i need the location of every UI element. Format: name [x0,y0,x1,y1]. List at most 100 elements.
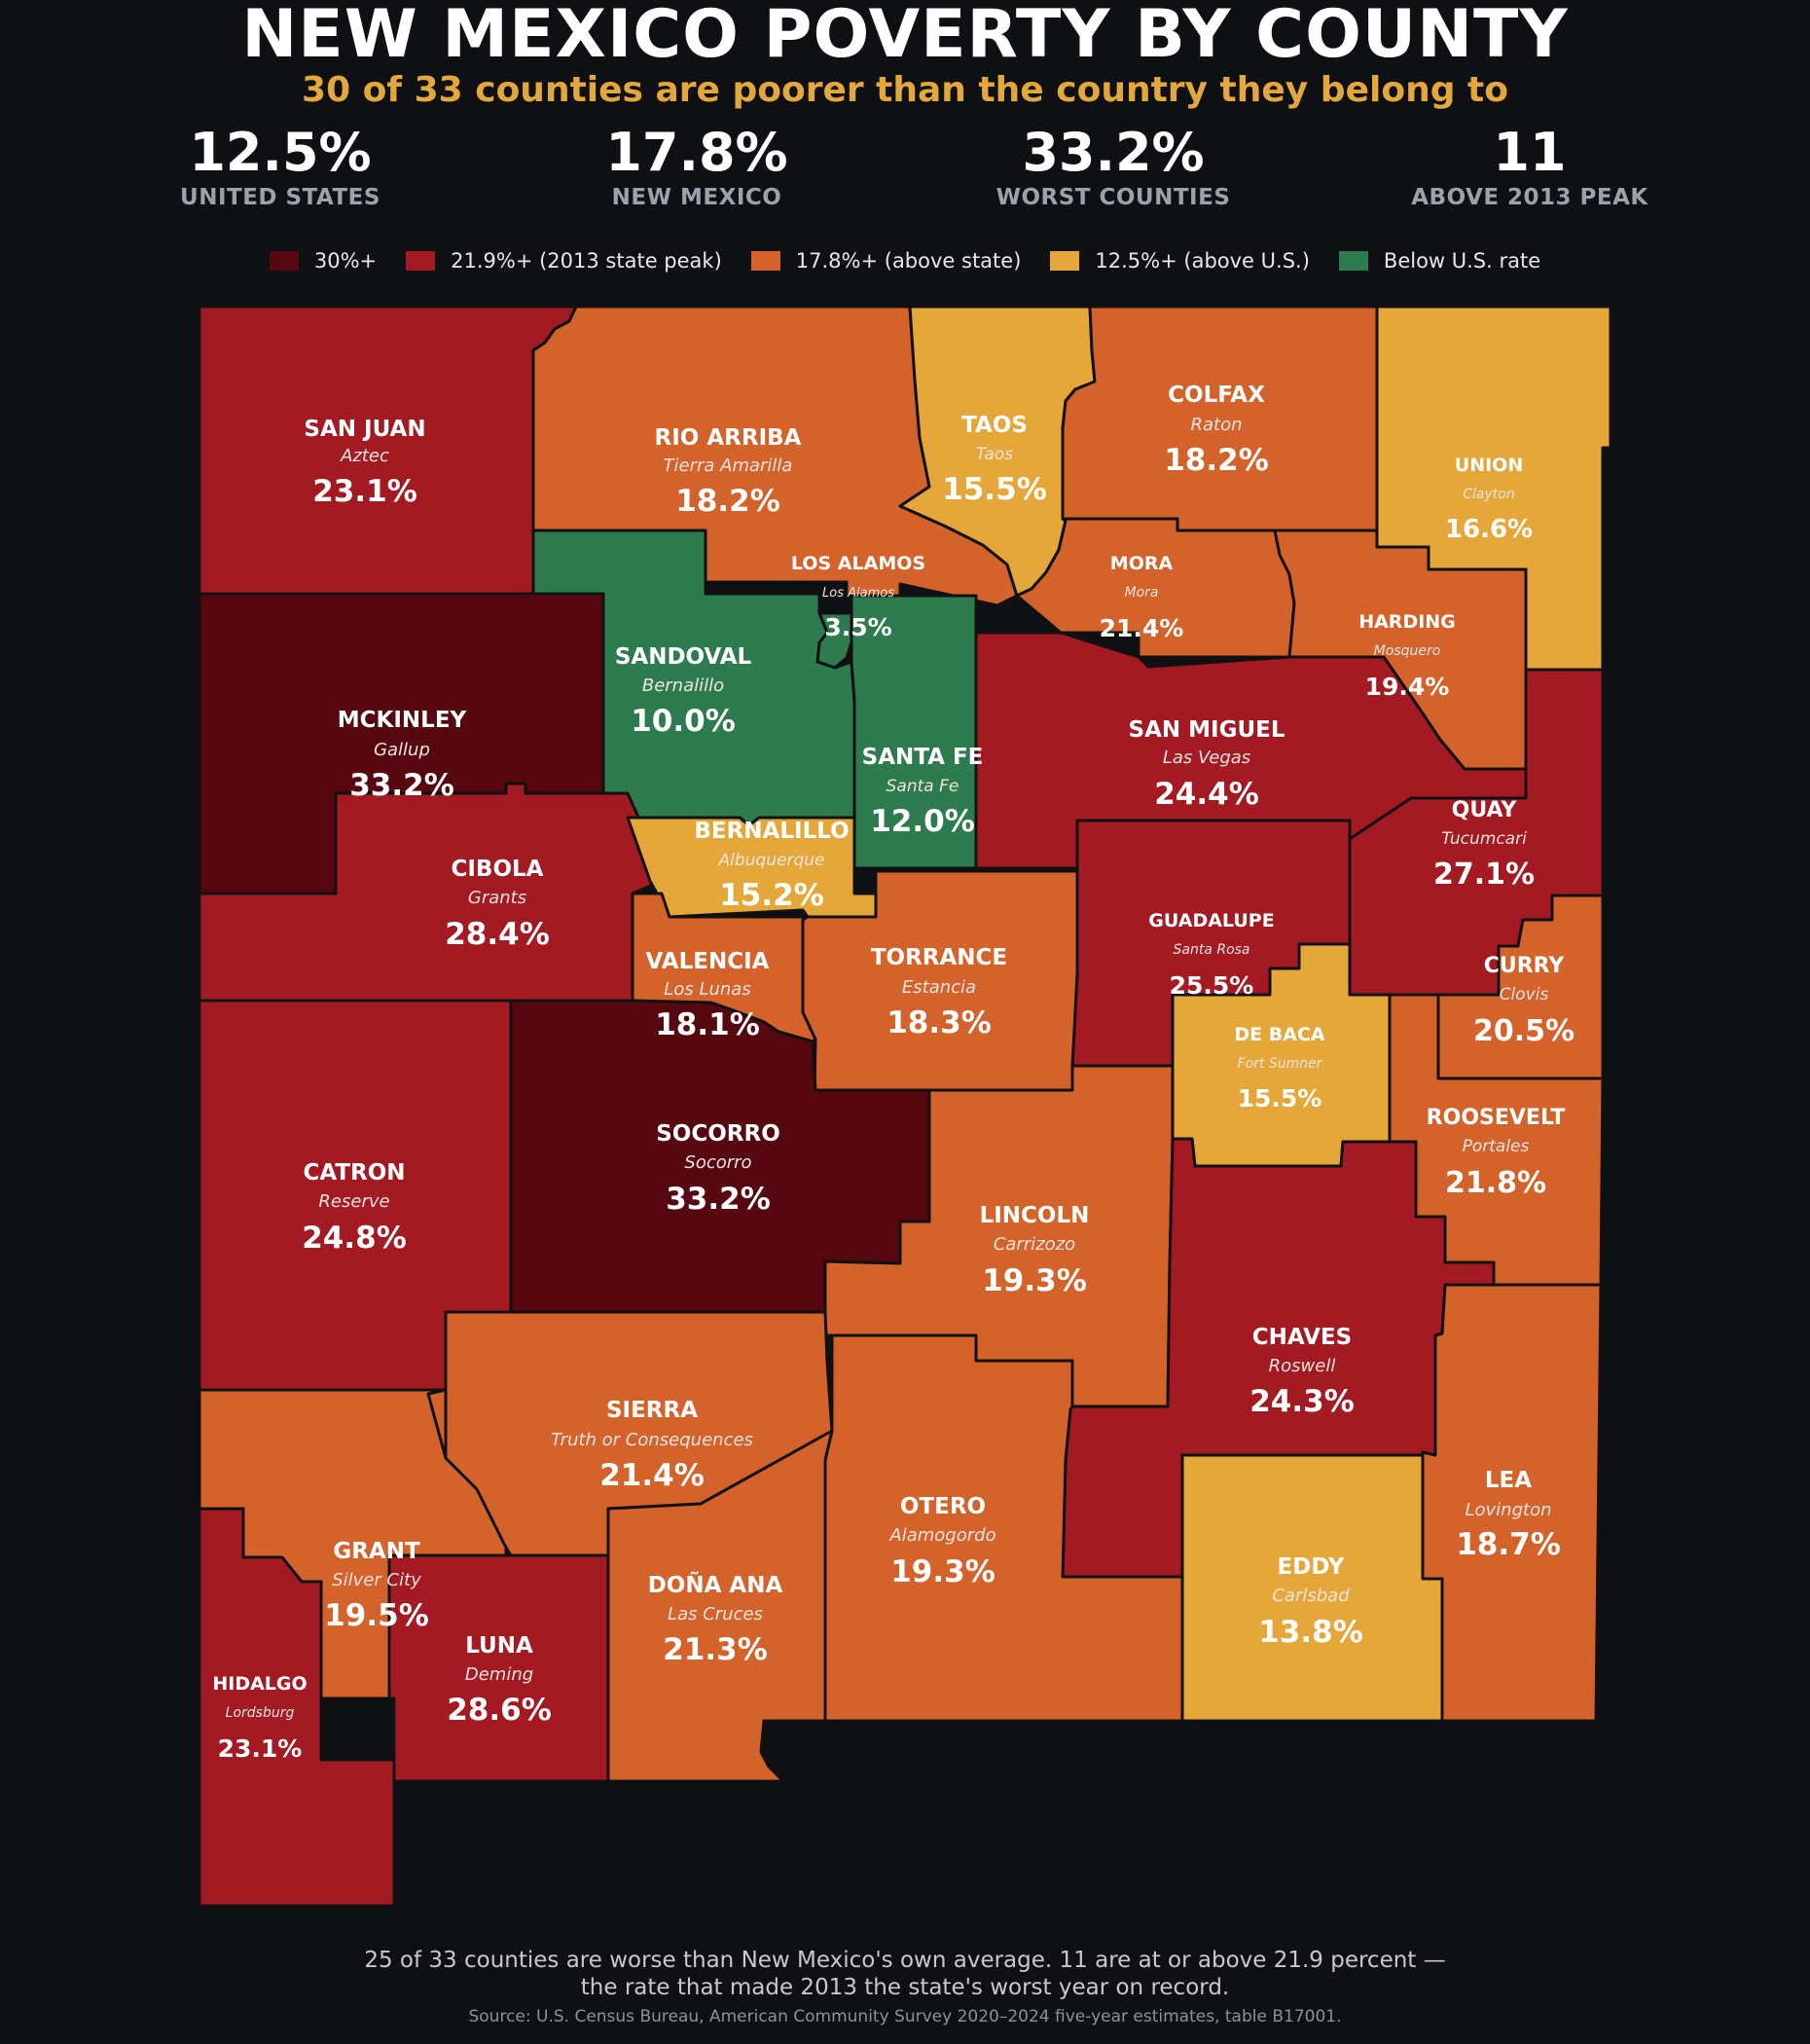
legend-swatch [1338,251,1368,271]
county-seat: Lovington [1465,1500,1551,1520]
legend-label: 21.9%+ (2013 state peak) [451,249,722,273]
county-name: CURRY [1484,954,1566,978]
county-name: VALENCIA [646,949,770,974]
county-value: 21.8% [1445,1166,1546,1200]
county-name: BERNALILLO [694,819,849,844]
county-name: MCKINLEY [338,708,467,733]
county-value: 19.5% [324,1598,429,1633]
stat-label: NEW MEXICO [611,185,782,210]
county-value: 23.1% [312,474,417,509]
county-seat: Portales [1463,1137,1530,1156]
stat-above-peak: 11 ABOVE 2013 PEAK [1325,122,1734,210]
county-value: 28.4% [445,917,550,952]
county-seat: Taos [976,445,1013,464]
county-value: 18.7% [1456,1527,1561,1562]
county-seat: Reserve [318,1191,389,1212]
county-seat: Carrizozo [994,1234,1075,1255]
county-name: SANDOVAL [615,644,752,670]
stat-value: 11 [1493,122,1567,183]
county-value: 18.3% [887,1005,992,1040]
county-name: HIDALGO [212,1673,307,1695]
county-name: HARDING [1358,611,1456,633]
county-name: CIBOLA [452,857,544,882]
county-seat: Mosquero [1374,643,1441,659]
county-value: 21.4% [599,1458,705,1493]
county-value: 24.3% [1249,1384,1355,1419]
county-value: 24.8% [302,1221,407,1256]
county-seat: Truth or Consequences [551,1430,753,1450]
county-name: GUADALUPE [1148,910,1274,931]
county-value: 10.0% [631,704,736,739]
county-name: OTERO [900,1494,986,1519]
county-value: 19.4% [1365,673,1450,701]
county-name: GRANT [333,1539,420,1564]
county-value: 19.3% [982,1263,1087,1298]
county-seat: Tucumcari [1441,829,1527,849]
county-name: RIO ARRIBA [655,425,802,451]
page-title: NEW MEXICO POVERTY BY COUNTY [241,0,1569,73]
county-seat: Estancia [902,977,976,998]
county-value: 15.5% [1238,1084,1322,1113]
stat-label: ABOVE 2013 PEAK [1411,185,1648,210]
county-seat: Lordsburg [226,1705,295,1721]
county-seat: Fort Sumner [1238,1056,1323,1072]
county-name: LOS ALAMOS [791,553,925,574]
county-value: 33.2% [349,768,454,803]
stat-new-mexico: 17.8% NEW MEXICO [492,122,901,210]
county-value: 19.3% [890,1554,996,1589]
county-seat: Tierra Amarilla [664,456,793,476]
county-value: 13.8% [1258,1615,1363,1650]
county-seat: Albuquerque [718,851,825,870]
county-value: 27.1% [1433,858,1535,892]
stat-value: 12.5% [189,122,372,183]
county-seat: Raton [1190,415,1242,435]
stat-value: 17.8% [605,122,788,183]
stat-united-states: 12.5% UNITED STATES [76,122,485,210]
footer-source: Source: U.S. Census Bureau, American Com… [468,2007,1342,2026]
county-seat: Carlsbad [1272,1586,1350,1606]
county-value: 15.2% [719,878,824,913]
county-name: LEA [1485,1468,1532,1493]
county-seat: Socorro [684,1152,751,1173]
county-seat: Las Cruces [668,1604,763,1624]
county-seat: Las Vegas [1163,748,1250,768]
county-value: 3.5% [824,613,891,641]
footer-line-2: the rate that made 2013 the state's wors… [580,1975,1230,2000]
county-value: 18.2% [1164,443,1269,478]
county-value: 18.1% [655,1007,760,1042]
footer-line-1: 25 of 33 counties are worse than New Mex… [364,1948,1446,1973]
legend: 30%+ 21.9%+ (2013 state peak) 17.8%+ (ab… [0,249,1810,273]
legend-item-us: 12.5%+ (above U.S.) [1050,249,1310,273]
county-seat: Gallup [374,740,430,760]
county-name: SAN MIGUEL [1129,717,1285,743]
county-eddy[interactable] [1180,1453,1444,1723]
county-value: 16.6% [1445,515,1533,544]
county-value: 18.2% [675,484,780,519]
legend-item-state: 17.8%+ (above state) [750,249,1022,273]
stat-label: UNITED STATES [180,185,380,210]
county-name: DE BACA [1234,1024,1324,1045]
legend-item-30: 30%+ [269,249,378,273]
county-seat: Mora [1125,585,1159,601]
county-seat: Roswell [1269,1356,1336,1376]
county-name: SAN JUAN [304,417,425,442]
county-name: QUAY [1452,798,1518,822]
legend-label: 17.8%+ (above state) [795,249,1022,273]
county-seat: Grants [468,888,526,908]
legend-label: 30%+ [313,249,378,273]
county-name: TAOS [961,413,1028,438]
legend-label: 12.5%+ (above U.S.) [1095,249,1310,273]
county-name: SOCORRO [656,1121,780,1147]
county-name: CHAVES [1252,1325,1352,1350]
stat-label: WORST COUNTIES [996,185,1231,210]
legend-swatch [1050,251,1080,271]
county-seat: Deming [465,1664,533,1685]
county-dona-ana[interactable] [606,1429,834,1783]
legend-swatch [750,251,780,271]
county-hidalgo[interactable] [198,1507,396,1908]
county-name: ROOSEVELT [1427,1106,1566,1130]
county-labels: SAN JUAN Aztec 23.1% RIO ARRIBA Tierra A… [212,383,1575,1763]
legend-swatch [269,251,299,271]
county-value: 28.6% [447,1693,552,1728]
page-subtitle: 30 of 33 counties are poorer than the co… [302,70,1508,110]
